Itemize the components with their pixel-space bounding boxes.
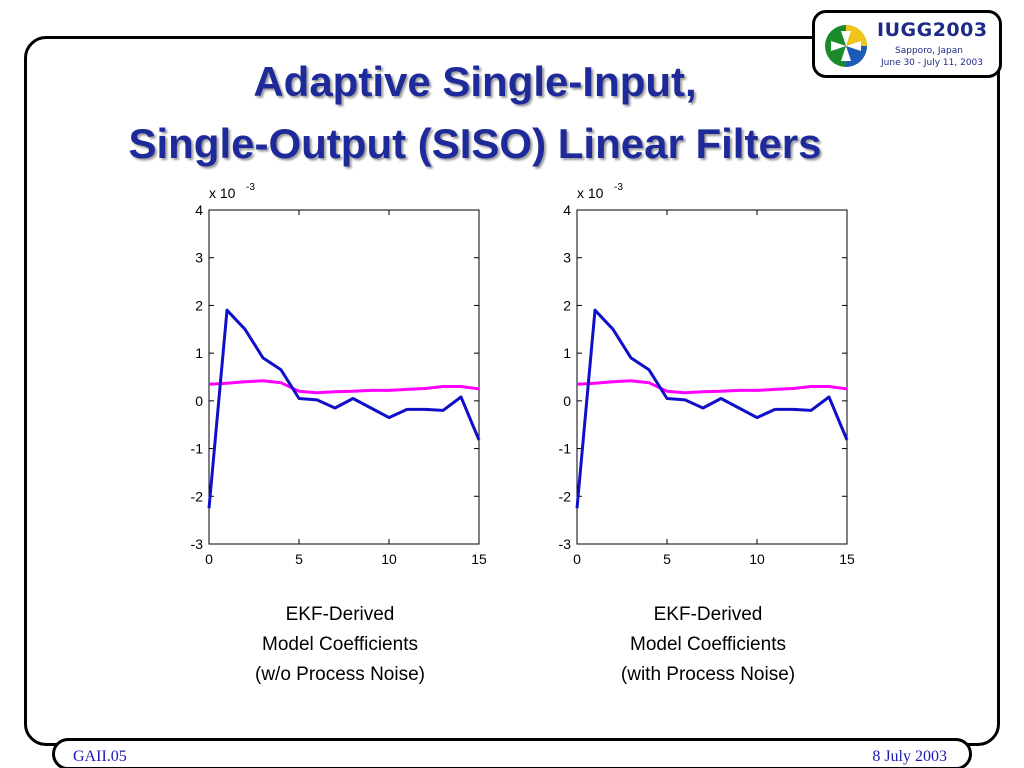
caption-line: Model Coefficients xyxy=(630,634,786,655)
caption-line: (w/o Process Noise) xyxy=(255,664,425,685)
x-tick-label: 15 xyxy=(839,551,855,567)
caption-line: EKF-Derived xyxy=(653,604,763,625)
scale-factor-label: x 10 xyxy=(209,185,236,201)
footer-session-code: GAII.05 xyxy=(73,748,127,765)
caption-line: EKF-Derived xyxy=(285,604,395,625)
y-tick-label: 4 xyxy=(563,202,571,218)
slide-title-line-2: Single-Output (SISO) Linear Filters xyxy=(128,120,822,167)
caption-with-process-noise: EKF-Derived Model Coefficients (with Pro… xyxy=(548,600,868,690)
scale-factor-exponent: -3 xyxy=(246,182,255,193)
x-tick-label: 15 xyxy=(471,551,487,567)
y-tick-label: -2 xyxy=(559,488,572,504)
x-tick-label: 0 xyxy=(205,551,213,567)
y-tick-label: -1 xyxy=(191,441,204,457)
y-tick-label: 4 xyxy=(195,202,203,218)
x-tick-label: 10 xyxy=(381,551,397,567)
globe-emblem-icon xyxy=(825,25,867,67)
y-tick-label: 3 xyxy=(195,250,203,266)
plot-area xyxy=(576,209,848,545)
logo-location: Sapporo, Japan xyxy=(895,46,963,56)
conference-logo: IUGG2003 Sapporo, Japan June 30 - July 1… xyxy=(812,10,1002,78)
y-tick-label: 1 xyxy=(195,345,203,361)
footer-bar: GAII.05 8 July 2003 xyxy=(52,738,972,768)
series-line-mean xyxy=(576,379,848,395)
y-tick-label: 3 xyxy=(563,250,571,266)
y-tick-label: 2 xyxy=(563,297,571,313)
y-tick-label: -3 xyxy=(191,536,204,552)
series-line-coefficients xyxy=(575,308,849,509)
y-tick-label: -2 xyxy=(191,488,204,504)
y-tick-label: -3 xyxy=(559,536,572,552)
series-line-coefficients xyxy=(207,308,481,509)
plot-area xyxy=(208,209,480,545)
y-tick-label: -1 xyxy=(559,441,572,457)
y-tick-label: 0 xyxy=(563,393,571,409)
logo-title: IUGG2003 xyxy=(877,19,988,41)
y-tick-label: 2 xyxy=(195,297,203,313)
y-tick-label: 0 xyxy=(195,393,203,409)
x-tick-label: 0 xyxy=(573,551,581,567)
x-tick-label: 5 xyxy=(663,551,671,567)
y-tick-label: 1 xyxy=(563,345,571,361)
series-line-mean xyxy=(208,379,480,395)
x-tick-label: 5 xyxy=(295,551,303,567)
x-tick-label: 10 xyxy=(749,551,765,567)
logo-dates: June 30 - July 11, 2003 xyxy=(881,58,984,68)
slide-title-line-1: Adaptive Single-Input, xyxy=(253,58,697,105)
caption-line: (with Process Noise) xyxy=(620,664,796,685)
scale-factor-exponent: -3 xyxy=(614,182,623,193)
caption-line: Model Coefficients xyxy=(262,634,418,655)
caption-without-process-noise: EKF-Derived Model Coefficients (w/o Proc… xyxy=(180,600,500,690)
scale-factor-label: x 10 xyxy=(577,185,604,201)
footer-date: 8 July 2003 xyxy=(872,748,947,765)
